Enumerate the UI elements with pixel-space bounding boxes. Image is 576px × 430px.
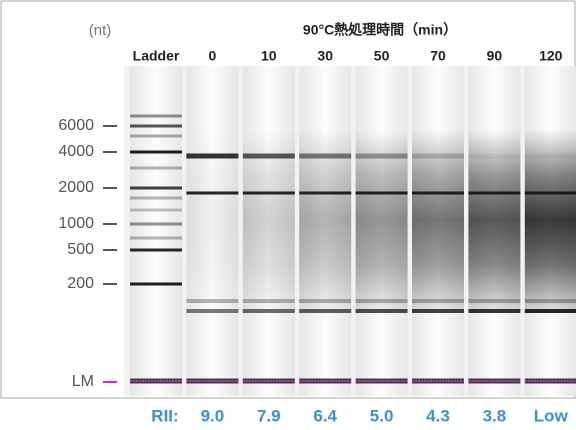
lane-label: 30 xyxy=(317,48,333,64)
band xyxy=(130,236,182,240)
band xyxy=(412,309,464,313)
band xyxy=(468,153,521,159)
ladder-marker: 1000 xyxy=(58,215,94,232)
smear xyxy=(186,130,239,310)
band xyxy=(355,153,408,159)
ladder-marker: 200 xyxy=(67,275,94,292)
band xyxy=(412,299,464,303)
rii-value: 5.0 xyxy=(370,406,394,425)
rii-value: 9.0 xyxy=(201,406,225,425)
band xyxy=(524,299,576,303)
band xyxy=(130,150,182,154)
band xyxy=(186,153,239,159)
band xyxy=(299,191,352,195)
lane-label: 90 xyxy=(487,48,503,64)
band xyxy=(524,153,576,159)
smear xyxy=(412,130,464,310)
band xyxy=(130,124,182,128)
rii-value: 3.8 xyxy=(483,406,507,425)
smear xyxy=(355,130,408,310)
band xyxy=(130,186,182,190)
title: 90°C熱処理時間（min） xyxy=(303,22,457,38)
band xyxy=(186,299,239,303)
lane-label: Ladder xyxy=(133,48,180,64)
band xyxy=(130,222,182,226)
smear xyxy=(299,130,352,310)
band xyxy=(130,282,182,286)
smear xyxy=(524,130,576,310)
smear xyxy=(242,130,295,310)
band xyxy=(186,309,239,313)
lane-label: 0 xyxy=(209,48,217,64)
lane-label: 120 xyxy=(539,48,563,64)
band xyxy=(468,378,521,384)
ladder-marker: 4000 xyxy=(58,143,94,160)
band xyxy=(242,299,295,303)
ladder-marker: LM xyxy=(72,373,94,390)
band xyxy=(130,248,182,252)
band xyxy=(186,191,239,195)
band xyxy=(468,299,521,303)
band xyxy=(355,299,408,303)
band xyxy=(242,153,295,159)
band xyxy=(242,309,295,313)
band xyxy=(524,309,576,313)
ladder-marker: 6000 xyxy=(58,117,94,134)
band xyxy=(299,299,352,303)
lane xyxy=(130,66,182,396)
band xyxy=(242,191,295,195)
rii-label: RII: xyxy=(151,406,178,425)
rii-value: 4.3 xyxy=(426,406,450,425)
band xyxy=(524,191,576,195)
band xyxy=(412,191,464,195)
band xyxy=(299,309,352,313)
lane-label: 50 xyxy=(374,48,390,64)
band xyxy=(355,309,408,313)
lane-label: 70 xyxy=(430,48,446,64)
band xyxy=(412,153,464,159)
unit-label: (nt) xyxy=(89,22,112,39)
ladder-marker: 2000 xyxy=(58,179,94,196)
band xyxy=(468,309,521,313)
band xyxy=(130,208,182,212)
band xyxy=(130,134,182,138)
lane-label: 10 xyxy=(261,48,277,64)
band xyxy=(299,153,352,159)
band xyxy=(355,191,408,195)
band xyxy=(130,114,182,118)
band xyxy=(130,166,182,170)
rii-value: Low xyxy=(534,406,569,425)
band xyxy=(468,191,521,195)
ladder-marker: 500 xyxy=(67,241,94,258)
smear xyxy=(468,130,521,310)
band xyxy=(130,196,182,200)
rii-value: 6.4 xyxy=(313,406,337,425)
rii-value: 7.9 xyxy=(257,406,281,425)
